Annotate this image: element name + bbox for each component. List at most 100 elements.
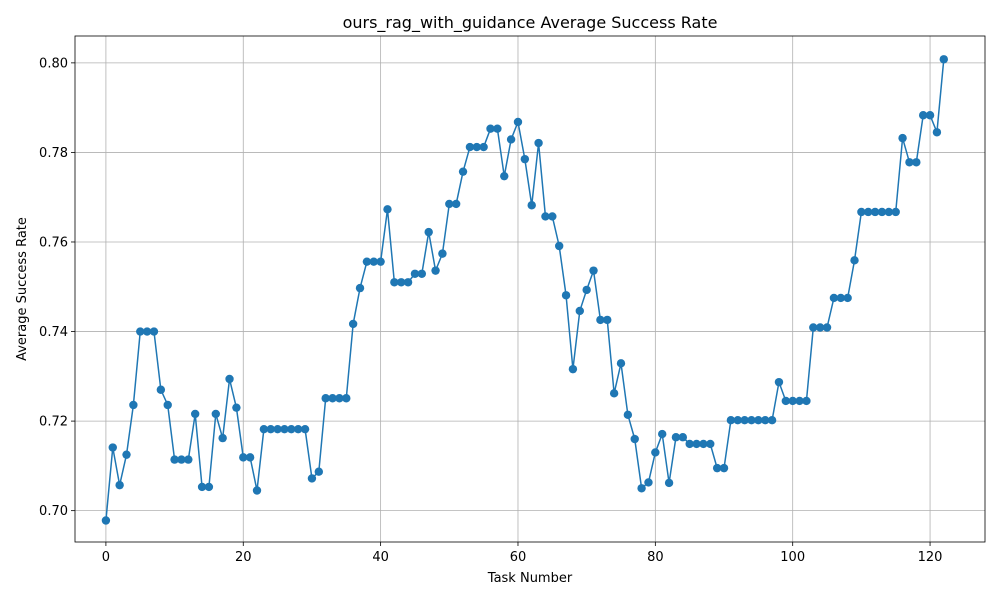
data-point xyxy=(802,396,811,406)
data-point xyxy=(445,199,454,209)
y-tick-label: 0.78 xyxy=(39,146,68,161)
data-point xyxy=(774,377,784,387)
data-point xyxy=(348,319,358,329)
data-point xyxy=(932,128,942,137)
axis-ticks: 0 20 40 60 80 100 120 0.70 0.72 0.74 0.76 0.78 0.80 xyxy=(39,56,942,565)
data-point xyxy=(355,283,365,293)
data-point xyxy=(534,138,543,148)
data-point xyxy=(129,400,138,410)
y-tick-label: 0.80 xyxy=(39,56,68,71)
data-point xyxy=(637,484,646,493)
data-point xyxy=(706,439,715,449)
data-point xyxy=(383,205,392,214)
data-point xyxy=(870,207,880,217)
data-point xyxy=(692,439,701,449)
data-point xyxy=(630,434,639,444)
data-point xyxy=(252,486,262,495)
data-point xyxy=(884,207,894,217)
data-point xyxy=(314,467,324,476)
data-point xyxy=(184,455,193,464)
data-point xyxy=(561,291,571,300)
data-point xyxy=(719,463,729,473)
y-tick-label: 0.70 xyxy=(39,504,68,519)
data-point xyxy=(864,207,873,217)
data-point xyxy=(603,315,612,325)
data-point xyxy=(170,455,179,464)
data-point xyxy=(575,306,584,316)
data-point xyxy=(582,285,591,295)
x-tick-label: 80 xyxy=(647,550,664,565)
data-point xyxy=(335,394,344,403)
data-point xyxy=(500,171,509,181)
data-point xyxy=(795,396,804,406)
data-point xyxy=(939,55,948,64)
series-line xyxy=(105,59,945,521)
data-point xyxy=(857,207,866,217)
data-point xyxy=(424,227,433,237)
data-point xyxy=(747,416,756,425)
data-point xyxy=(699,439,708,449)
data-point xyxy=(163,400,172,410)
data-point xyxy=(568,364,578,374)
data-point xyxy=(712,463,722,473)
x-tick-label: 120 xyxy=(918,550,943,565)
data-point xyxy=(905,158,914,167)
data-point xyxy=(843,293,852,303)
data-point xyxy=(431,266,440,275)
data-point xyxy=(554,241,564,251)
x-axis-label: Task Number xyxy=(487,571,573,586)
data-point xyxy=(287,424,296,434)
data-point xyxy=(761,416,770,425)
data-point xyxy=(177,455,186,464)
data-point xyxy=(664,478,674,488)
data-point xyxy=(458,167,468,176)
data-point xyxy=(259,424,269,434)
series-group xyxy=(101,55,948,525)
data-point xyxy=(273,424,282,434)
x-tick-label: 40 xyxy=(372,550,389,565)
data-point xyxy=(156,385,166,394)
data-point xyxy=(307,474,317,483)
data-point xyxy=(726,416,736,425)
data-point xyxy=(204,482,214,492)
data-point xyxy=(239,453,248,462)
data-point xyxy=(218,433,227,443)
data-point xyxy=(142,327,152,336)
data-point xyxy=(294,424,303,434)
data-point xyxy=(781,396,791,406)
y-tick-label: 0.74 xyxy=(39,325,68,340)
data-point xyxy=(925,111,935,120)
data-point xyxy=(321,394,330,403)
data-point xyxy=(108,443,117,452)
data-point xyxy=(266,424,275,434)
y-axis-label: Average Success Rate xyxy=(15,217,30,361)
data-point xyxy=(225,374,234,384)
data-point xyxy=(397,278,406,287)
x-tick-label: 20 xyxy=(235,550,252,565)
data-point xyxy=(527,201,536,210)
data-point xyxy=(520,154,530,164)
data-point xyxy=(245,453,255,462)
data-point xyxy=(465,142,475,152)
data-point xyxy=(918,111,928,120)
data-point xyxy=(149,327,159,336)
data-point xyxy=(451,199,461,209)
data-point xyxy=(596,315,605,325)
y-tick-label: 0.76 xyxy=(39,235,68,250)
x-tick-label: 60 xyxy=(510,550,527,565)
data-point xyxy=(417,269,427,278)
data-point xyxy=(809,323,818,332)
data-point xyxy=(342,394,351,403)
data-point xyxy=(815,323,825,332)
data-point xyxy=(506,135,516,144)
data-point xyxy=(486,124,495,133)
data-point xyxy=(850,256,859,265)
data-point xyxy=(822,323,832,332)
data-point xyxy=(376,257,385,266)
data-point xyxy=(211,409,220,419)
data-point xyxy=(912,158,921,167)
data-point xyxy=(122,450,131,459)
data-point xyxy=(300,424,310,434)
data-point xyxy=(740,416,749,425)
